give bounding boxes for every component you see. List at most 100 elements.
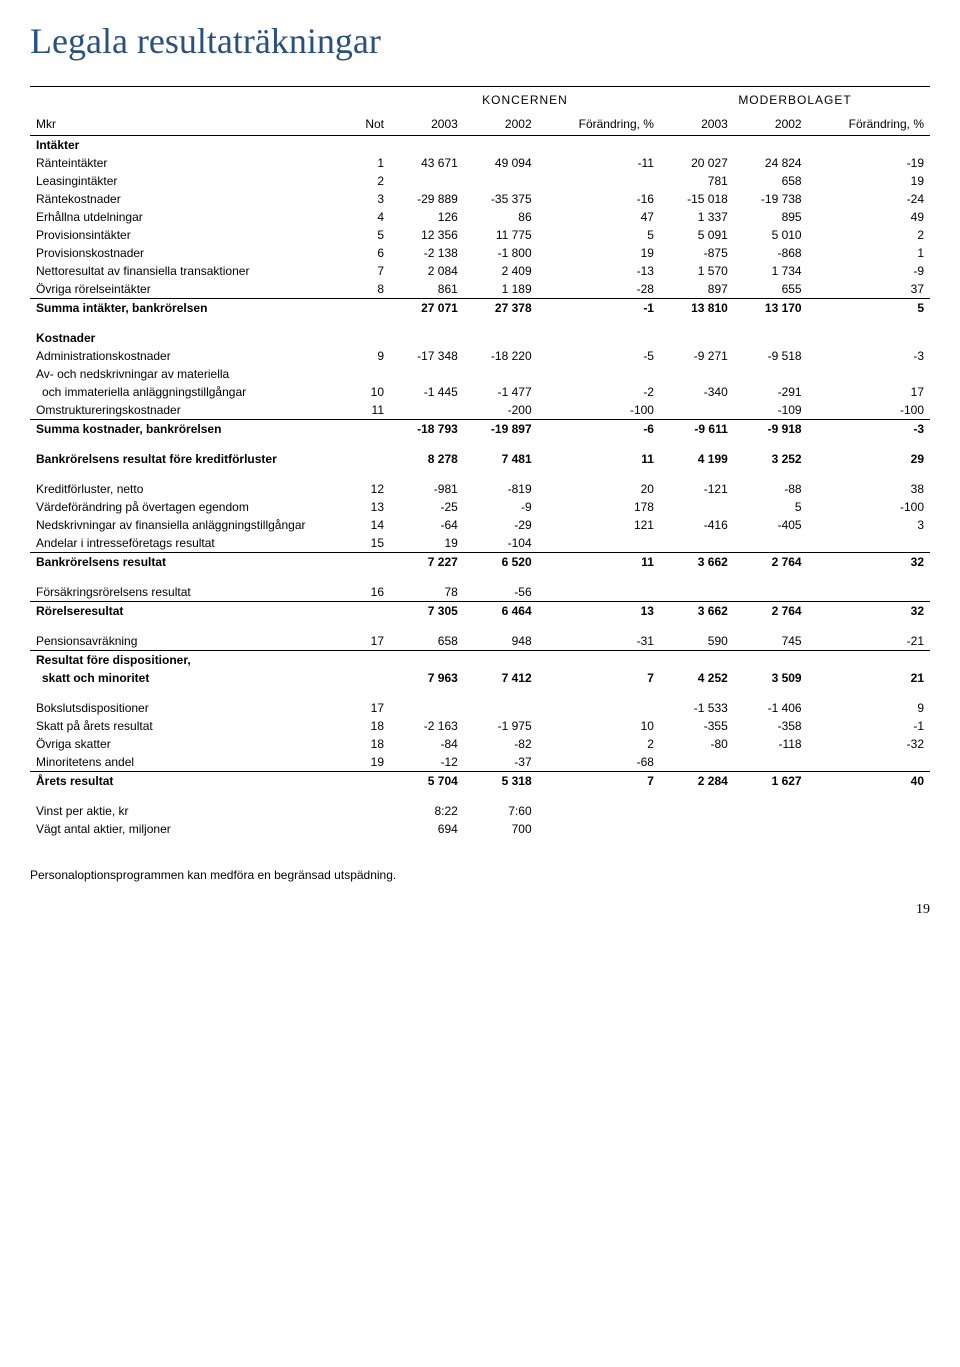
cell: -118: [734, 735, 808, 753]
cell: -18 220: [464, 347, 538, 365]
cell: -355: [660, 717, 734, 735]
cell: 5 010: [734, 226, 808, 244]
cell: 5: [350, 226, 390, 244]
cell-label: Årets resultat: [30, 772, 350, 791]
cell: [734, 534, 808, 553]
cell: [464, 172, 538, 190]
table-row: Övriga skatter 18 -84 -82 2 -80 -118 -32: [30, 735, 930, 753]
cell: [538, 534, 660, 553]
cell: -19: [808, 154, 930, 172]
cell: 2 084: [390, 262, 464, 280]
cell-label: Provisionskostnader: [30, 244, 350, 262]
cell: 17: [350, 620, 390, 651]
cell: -17 348: [390, 347, 464, 365]
cell: 86: [464, 208, 538, 226]
cell: -875: [660, 244, 734, 262]
table-row: Av- och nedskrivningar av materiella: [30, 365, 930, 383]
cell: 47: [538, 208, 660, 226]
col-mkr: Mkr: [30, 111, 350, 136]
cell: 49 094: [464, 154, 538, 172]
cell: -25: [390, 498, 464, 516]
cell: [660, 571, 734, 602]
group-header-koncernen: KONCERNEN: [390, 87, 660, 112]
cell: 8 278: [390, 438, 464, 468]
cell: -1 445: [390, 383, 464, 401]
cell: -3: [808, 420, 930, 439]
cell: -121: [660, 468, 734, 498]
cell: 7 963: [390, 669, 464, 687]
cell-label: Nettoresultat av finansiella transaktion…: [30, 262, 350, 280]
cell: 3 509: [734, 669, 808, 687]
cell-label: Summa kostnader, bankrörelsen: [30, 420, 350, 439]
cell: 13: [538, 602, 660, 621]
cell: 4 199: [660, 438, 734, 468]
cell: [538, 687, 660, 717]
cell: [734, 753, 808, 772]
col-mchg: Förändring, %: [808, 111, 930, 136]
cell-label: Pensionsavräkning: [30, 620, 350, 651]
table-row: Minoritetens andel 19 -12 -37 -68: [30, 753, 930, 772]
cell: -291: [734, 383, 808, 401]
cell-label: Administrationskostnader: [30, 347, 350, 365]
cell: 19: [390, 534, 464, 553]
table-row-total: Bankrörelsens resultat 7 227 6 520 11 3 …: [30, 553, 930, 572]
cell: 895: [734, 208, 808, 226]
cell: -11: [538, 154, 660, 172]
cell: 15: [350, 534, 390, 553]
col-m2003: 2003: [660, 111, 734, 136]
cell: 17: [808, 383, 930, 401]
cell-label: Erhållna utdelningar: [30, 208, 350, 226]
cell: 6: [350, 244, 390, 262]
page-number: 19: [30, 902, 930, 918]
col-m2002: 2002: [734, 111, 808, 136]
table-row: Värdeförändring på övertagen egendom 13 …: [30, 498, 930, 516]
table-row: Bokslutsdispositioner 17 -1 533 -1 406 9: [30, 687, 930, 717]
cell: 40: [808, 772, 930, 791]
cell: 1 189: [464, 280, 538, 299]
cell: 121: [538, 516, 660, 534]
cell: 7: [538, 772, 660, 791]
cell: 17: [350, 687, 390, 717]
cell: -358: [734, 717, 808, 735]
cell: -29 889: [390, 190, 464, 208]
cell: 8:22: [390, 790, 464, 820]
cell-label: Ränteintäkter: [30, 154, 350, 172]
cell: 658: [734, 172, 808, 190]
cell: 13 810: [660, 299, 734, 318]
group-header-moderbolaget: MODERBOLAGET: [660, 87, 930, 112]
cell: -16: [538, 190, 660, 208]
table-row: Nettoresultat av finansiella transaktion…: [30, 262, 930, 280]
cell: [808, 753, 930, 772]
cell: -1 975: [464, 717, 538, 735]
table-row: Resultat före dispositioner,: [30, 651, 930, 670]
cell: -981: [390, 468, 464, 498]
col-k2002: 2002: [464, 111, 538, 136]
cell: -88: [734, 468, 808, 498]
cell-label: Bokslutsdispositioner: [30, 687, 350, 717]
cell: 19: [538, 244, 660, 262]
cell: 18: [350, 717, 390, 735]
cell: [390, 172, 464, 190]
cell: [660, 534, 734, 553]
cell: -200: [464, 401, 538, 420]
table-row: Andelar i intresseföretags resultat 15 1…: [30, 534, 930, 553]
table-row-total: Rörelseresultat 7 305 6 464 13 3 662 2 7…: [30, 602, 930, 621]
cell: 3 252: [734, 438, 808, 468]
cell-label: och immateriella anläggningstillgångar: [30, 383, 350, 401]
cell: -29: [464, 516, 538, 534]
cell: -819: [464, 468, 538, 498]
cell: -13: [538, 262, 660, 280]
cell: 37: [808, 280, 930, 299]
cell: 19: [808, 172, 930, 190]
cell: 1 337: [660, 208, 734, 226]
cell: 2: [538, 735, 660, 753]
cell: 18: [350, 735, 390, 753]
cell: -35 375: [464, 190, 538, 208]
cell: 700: [464, 820, 538, 838]
table-row: Vägt antal aktier, miljoner 694 700: [30, 820, 930, 838]
cell: 1 570: [660, 262, 734, 280]
cell: 3 662: [660, 553, 734, 572]
cell: 9: [808, 687, 930, 717]
cell-label: Rörelseresultat: [30, 602, 350, 621]
table-row: Skatt på årets resultat 18 -2 163 -1 975…: [30, 717, 930, 735]
